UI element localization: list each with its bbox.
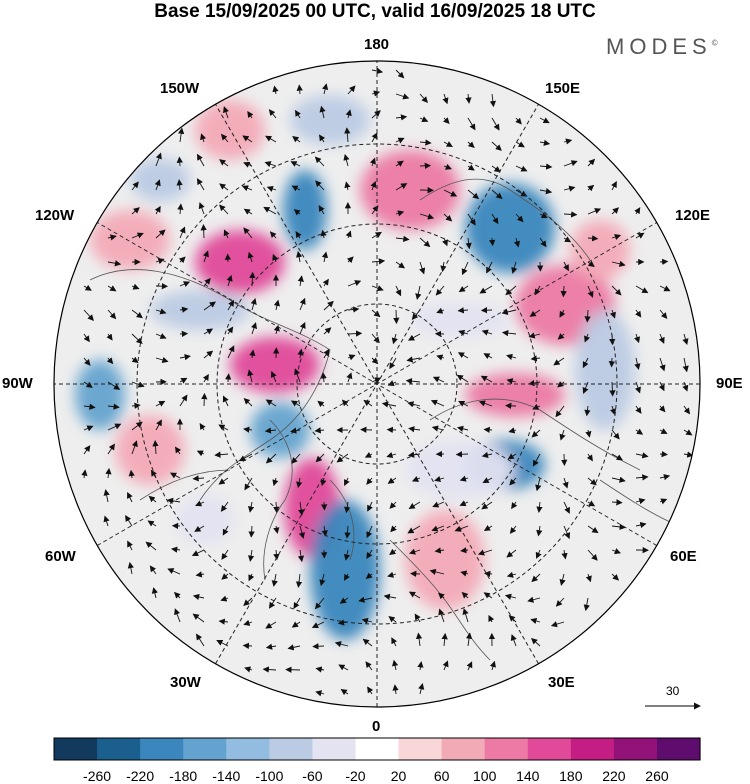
colorbar-swatch: [54, 738, 98, 760]
colorbar-swatch: [528, 738, 572, 760]
wind-vector: [313, 646, 324, 647]
wind-vector: [244, 645, 252, 646]
wind-vector: [286, 669, 300, 670]
lon-label-180: 180: [364, 36, 389, 53]
anomaly-blob: [465, 373, 565, 417]
lon-label-150w: 150W: [160, 80, 199, 97]
wind-vector: [204, 394, 205, 406]
colorbar-tick-label: 260: [635, 768, 679, 784]
wind-vector: [484, 429, 492, 430]
wind-vector: [203, 225, 204, 238]
colorbar-swatch: [657, 738, 701, 760]
colorbar-swatch: [183, 738, 227, 760]
colorbar-swatch: [269, 738, 313, 760]
lon-label-150e: 150E: [545, 80, 580, 97]
wind-vector: [457, 454, 468, 455]
colorbar-tick-label: -100: [247, 768, 291, 784]
colorbar-swatch: [312, 738, 356, 760]
anomaly-blob: [115, 415, 185, 485]
anomaly-blob: [465, 183, 555, 273]
lon-label-90e: 90E: [716, 375, 743, 392]
colorbar-tick-label: -60: [290, 768, 334, 784]
anomaly-blob: [570, 220, 630, 280]
vector-scale-label: 30: [666, 684, 679, 698]
anomaly-blob: [405, 510, 485, 610]
colorbar-swatch: [399, 738, 443, 760]
wind-vector: [179, 157, 180, 166]
colorbar-tick-label: -260: [75, 768, 119, 784]
lon-label-120w: 120W: [35, 207, 74, 224]
anomaly-blob: [290, 95, 370, 145]
anomaly-blob: [75, 360, 125, 430]
lon-label-30e: 30E: [548, 674, 575, 691]
colorbar-swatch: [97, 738, 141, 760]
wind-vector: [660, 261, 667, 262]
lon-label-30w: 30W: [170, 674, 201, 691]
colorbar-swatch: [140, 738, 184, 760]
colorbar-swatch: [355, 738, 399, 760]
colorbar: [0, 730, 750, 766]
lon-label-120e: 120E: [675, 207, 710, 224]
anomaly-blob: [195, 230, 285, 294]
anomaly-blob: [150, 290, 250, 330]
colorbar-tick-label: -180: [161, 768, 205, 784]
anomaly-blob: [130, 158, 190, 202]
colorbar-tick-label: 100: [463, 768, 507, 784]
lon-label-90w: 90W: [2, 375, 33, 392]
anomaly-blob: [575, 310, 635, 430]
lon-label-60e: 60E: [670, 548, 697, 565]
colorbar-swatch: [614, 738, 658, 760]
anomaly-blob: [310, 500, 380, 640]
wind-vector: [660, 454, 667, 455]
anomaly-blob: [283, 170, 327, 250]
colorbar-tick-label: -220: [118, 768, 162, 784]
lon-label-60w: 60W: [45, 548, 76, 565]
anomaly-blob: [405, 440, 515, 500]
colorbar-swatch: [442, 738, 486, 760]
colorbar-tick-label: -140: [204, 768, 248, 784]
colorbar-tick-label: 220: [592, 768, 636, 784]
colorbar-swatch: [226, 738, 270, 760]
colorbar-tick-label: 180: [549, 768, 593, 784]
colorbar-swatch: [571, 738, 615, 760]
colorbar-tick-label: 140: [506, 768, 550, 784]
anomaly-blob: [175, 495, 235, 545]
colorbar-swatch: [485, 738, 529, 760]
colorbar-tick-label: -20: [333, 768, 377, 784]
colorbar-tick-label: 20: [377, 768, 421, 784]
colorbar-tick-label: 60: [420, 768, 464, 784]
